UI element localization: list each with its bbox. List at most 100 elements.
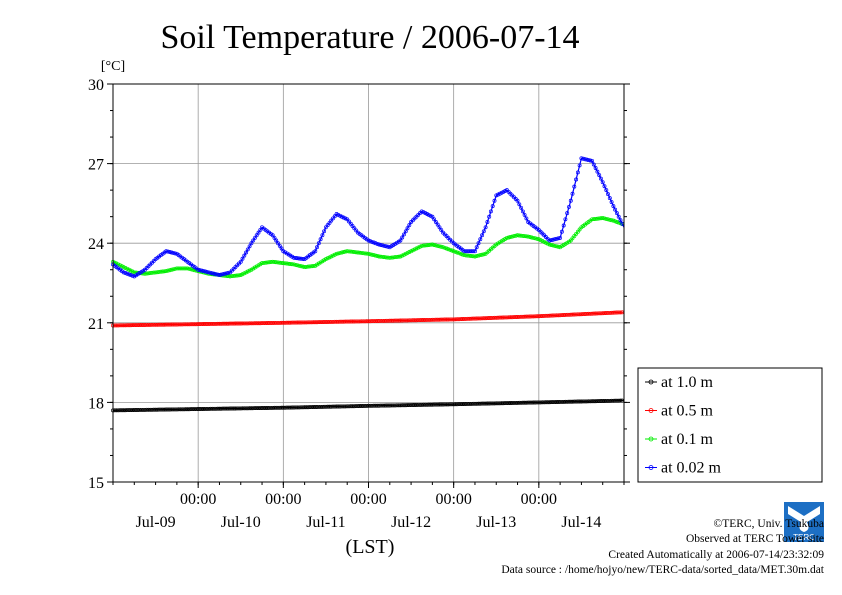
data-point: [551, 313, 555, 318]
data-point: [577, 399, 582, 404]
data-point: [474, 254, 479, 258]
data-point: [607, 196, 612, 201]
data-point: [167, 268, 172, 273]
series-at-0-5-m: [111, 310, 625, 328]
data-point: [462, 249, 467, 254]
data-point: [547, 242, 552, 247]
data-point: [364, 319, 369, 324]
data-point: [127, 272, 131, 277]
data-point: [183, 407, 188, 412]
data-point: [600, 399, 605, 403]
data-point: [593, 216, 598, 221]
data-point: [386, 244, 390, 249]
y-tick-label: 30: [88, 77, 104, 94]
data-point: [279, 246, 284, 251]
data-point: [549, 238, 554, 243]
data-point: [169, 267, 174, 272]
data-point: [299, 264, 304, 269]
data-point: [572, 184, 577, 189]
data-point: [490, 315, 495, 320]
data-point: [606, 310, 610, 315]
data-point: [473, 254, 477, 259]
data-point: [311, 264, 316, 268]
data-point: [240, 321, 245, 326]
data-point: [391, 255, 396, 260]
data-point: [276, 241, 280, 246]
data-point: [196, 267, 201, 272]
data-point: [329, 319, 334, 324]
data-point: [336, 404, 341, 409]
data-point: [164, 249, 169, 254]
data-point: [158, 322, 163, 327]
series-at-1-0-m: [111, 398, 625, 413]
data-point: [407, 223, 412, 228]
data-point: [556, 236, 561, 241]
data-point: [570, 312, 575, 317]
data-point: [158, 407, 163, 412]
data-point: [364, 251, 369, 256]
data-point: [295, 263, 300, 268]
data-point: [371, 240, 376, 245]
data-point: [579, 312, 584, 317]
data-point: [171, 250, 176, 255]
data-point: [586, 311, 591, 316]
data-point: [517, 314, 522, 319]
data-point: [439, 244, 444, 249]
data-point: [247, 244, 252, 249]
data-point: [526, 234, 531, 239]
data-point: [164, 269, 169, 274]
y-tick-label: 15: [88, 475, 104, 492]
grid-lines: [113, 84, 624, 482]
data-point: [203, 269, 208, 274]
data-point: [604, 216, 609, 221]
data-point: [316, 320, 321, 325]
data-point: [538, 400, 543, 405]
created-text: Created Automatically at 2006-07-14/23:3…: [608, 548, 824, 561]
data-point: [235, 406, 240, 411]
data-point: [125, 271, 130, 276]
data-point: [284, 261, 289, 266]
data-point: [446, 317, 451, 322]
data-point: [307, 320, 312, 325]
data-point: [613, 310, 618, 315]
data-point: [293, 262, 298, 267]
data-point: [393, 255, 398, 260]
data-point: [128, 273, 133, 277]
data-point: [323, 320, 328, 324]
data-point: [583, 157, 587, 162]
data-point: [405, 403, 410, 408]
data-point: [607, 398, 612, 403]
data-point: [543, 400, 548, 405]
x-tick-date-label: Jul-10: [221, 514, 261, 531]
data-point: [616, 214, 621, 219]
data-point: [295, 256, 300, 261]
data-point: [261, 406, 266, 410]
data-point: [618, 398, 623, 403]
data-point: [414, 318, 419, 323]
data-point: [407, 318, 412, 323]
data-point: [221, 406, 225, 411]
data-point: [402, 232, 406, 237]
data-point: [598, 176, 603, 181]
data-point: [171, 267, 176, 272]
credits: ©TERC, Univ. Tsukuba Observed at TERC To…: [404, 517, 824, 578]
legend-marker: [648, 465, 654, 470]
data-point: [146, 271, 151, 276]
data-point: [164, 322, 169, 327]
site-text: Observed at TERC Tower site: [685, 533, 824, 546]
data-point: [338, 404, 343, 409]
data-point: [398, 403, 403, 408]
data-point: [563, 217, 568, 222]
data-point: [412, 403, 417, 407]
data-point: [313, 249, 318, 254]
data-point: [157, 322, 162, 327]
data-point: [478, 237, 483, 242]
data-point: [217, 273, 222, 277]
data-point: [389, 255, 394, 260]
data-point: [315, 245, 319, 250]
data-point: [123, 266, 128, 270]
data-point: [290, 320, 295, 325]
data-point: [607, 217, 612, 222]
data-point: [272, 235, 277, 240]
data-point: [508, 401, 513, 405]
